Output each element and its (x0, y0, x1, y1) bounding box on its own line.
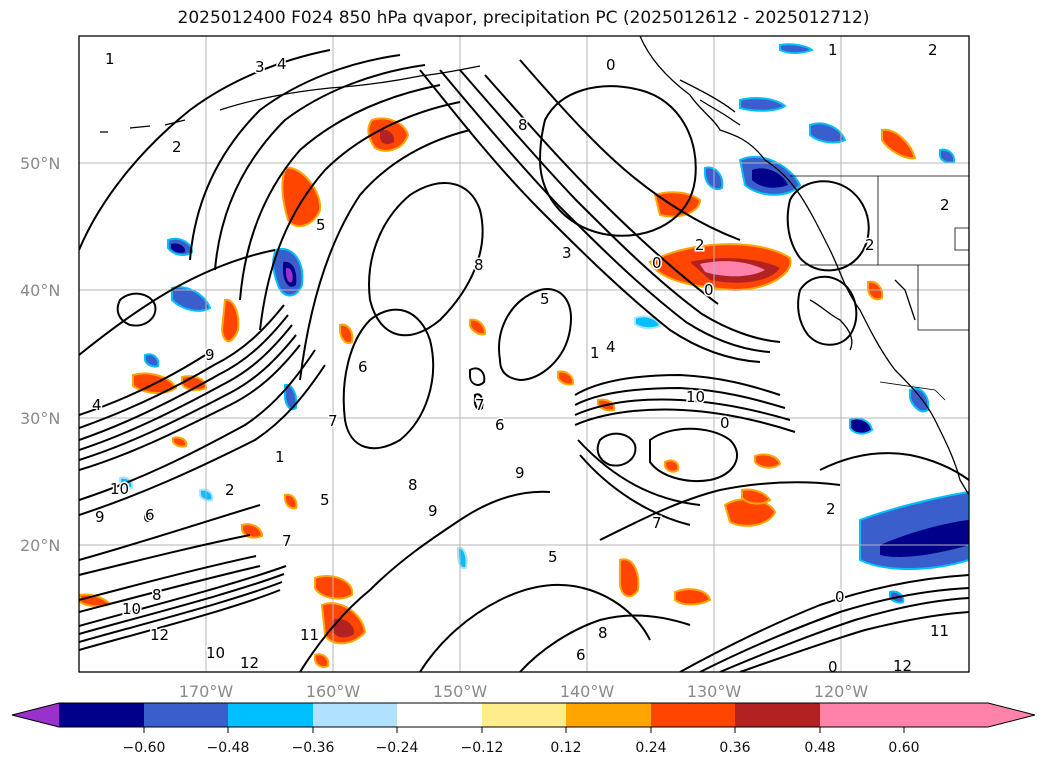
contour-label: 5 (540, 290, 550, 308)
page-title: 2025012400 F024 850 hPa qvapor, precipit… (177, 8, 870, 28)
contour-label: 10 (122, 600, 141, 618)
map-frame (78, 35, 970, 673)
colorbar-tick-label: −0.60 (123, 740, 166, 756)
latitude-labels: 50°N 40°N 30°N 20°N (20, 154, 60, 555)
longitude-labels: 170°W 160°W 150°W 140°W 130°W 120°W (179, 682, 869, 701)
lon-label: 120°W (814, 682, 869, 701)
contour-label: 10 (686, 388, 705, 406)
contour-label: 9 (428, 502, 438, 520)
contour-label: 9 (95, 508, 105, 526)
borders (790, 175, 969, 401)
colorbar: −0.60 −0.48 −0.36 −0.24 −0.12 0.12 0.24 … (11, 702, 1036, 756)
contour-label: 2 (928, 41, 938, 59)
contour-label: 11 (300, 626, 319, 644)
colorbar-segment (228, 703, 313, 727)
contour-label: 8 (518, 116, 528, 134)
contour-label: 8 (408, 476, 418, 494)
colorbar-extend-min (12, 703, 59, 727)
colorbar-tick-label: −0.48 (207, 740, 250, 756)
contour-label: 0 (828, 658, 838, 676)
colorbar-tick-label: −0.36 (292, 740, 335, 756)
contour-label: 6 (495, 416, 505, 434)
lon-label: 160°W (306, 682, 361, 701)
lon-label: 130°W (687, 682, 742, 701)
graticule (79, 36, 969, 672)
colorbar-tick-label: 0.60 (888, 740, 919, 756)
contour-label: 10 (110, 480, 129, 498)
contour-label: 8 (474, 256, 484, 274)
colorbar-tick-label: 0.24 (635, 740, 666, 756)
colorbar-segment (397, 703, 482, 727)
contour-label: 2 (225, 481, 235, 499)
contour-label: 6 (358, 358, 368, 376)
contour-label: 9 (205, 346, 215, 364)
contour-label: 8 (152, 586, 162, 604)
contour-label: 1 (590, 344, 600, 362)
contour-label: 7 (652, 514, 662, 532)
contour-label: 8 (598, 624, 608, 642)
colorbar-ticks (143, 727, 905, 733)
contour-label: 0 (835, 588, 845, 606)
contour-label: 0 (652, 254, 662, 272)
contour-label: 9 (515, 464, 525, 482)
colorbar-segment (820, 703, 904, 727)
contour-label: 2 (940, 196, 950, 214)
colorbar-segment (651, 703, 735, 727)
lon-label: 170°W (179, 682, 234, 701)
colorbar-segment (144, 703, 228, 727)
contour-label: 0 (606, 56, 616, 74)
contour-label: 0 (720, 414, 730, 432)
contour-label: 6 (145, 506, 155, 524)
lat-label: 20°N (20, 536, 60, 555)
colorbar-tick-label: 0.48 (804, 740, 835, 756)
contour-label: 1 (105, 50, 115, 68)
contour-label: 4 (277, 55, 287, 73)
contour-label: 5 (316, 216, 326, 234)
contour-label: 6 (576, 646, 586, 664)
contour-label: 4 (606, 338, 616, 356)
contour-label: 2 (826, 500, 836, 518)
contour-label: 10 (206, 644, 225, 662)
lat-label: 50°N (20, 154, 60, 173)
contour-label: 3 (255, 58, 265, 76)
contour-label: 1 (275, 448, 285, 466)
colorbar-segment (482, 703, 566, 727)
lon-label: 150°W (433, 682, 488, 701)
colorbar-tick-label: −0.12 (461, 740, 504, 756)
contour-label: 5 (548, 548, 558, 566)
contour-label: 6 (143, 508, 153, 526)
contour-label: 12 (240, 654, 259, 672)
colorbar-segment (313, 703, 397, 727)
lat-label: 40°N (20, 281, 60, 300)
colorbar-tick-labels: −0.60 −0.48 −0.36 −0.24 −0.12 0.12 0.24 … (123, 740, 920, 756)
contour-label: 12 (893, 657, 912, 675)
contour-label: 7 (282, 532, 292, 550)
contour-label: 1 (828, 41, 838, 59)
colorbar-tick-label: 0.36 (719, 740, 750, 756)
contour-label: 11 (930, 622, 949, 640)
contour-label: 12 (150, 626, 169, 644)
colorbar-tick-label: −0.24 (376, 740, 419, 756)
qvapor-contours (79, 49, 969, 672)
contour-labels: 1 3 4 2 0 1 2 2 2 5 8 0 3 5 2 0 0 6 8 4 … (91, 40, 952, 676)
contour-label: 3 (562, 244, 572, 262)
contour-label: 7 (475, 396, 485, 414)
contour-label: 7 (328, 412, 338, 430)
colorbar-segment (566, 703, 651, 727)
contour-label: 2 (172, 138, 182, 156)
lat-label: 30°N (20, 409, 60, 428)
contour-label: 5 (320, 491, 330, 509)
colorbar-tick-label: 0.12 (550, 740, 581, 756)
lon-label: 140°W (560, 682, 615, 701)
coastlines (100, 36, 969, 496)
colorbar-segment (735, 703, 820, 727)
colorbar-segment (59, 703, 144, 727)
colorbar-extend-max (904, 703, 1035, 727)
contour-label: 2 (865, 236, 875, 254)
contour-label: 2 (695, 236, 705, 254)
contour-label: 4 (92, 396, 102, 414)
contour-label: 0 (704, 281, 714, 299)
